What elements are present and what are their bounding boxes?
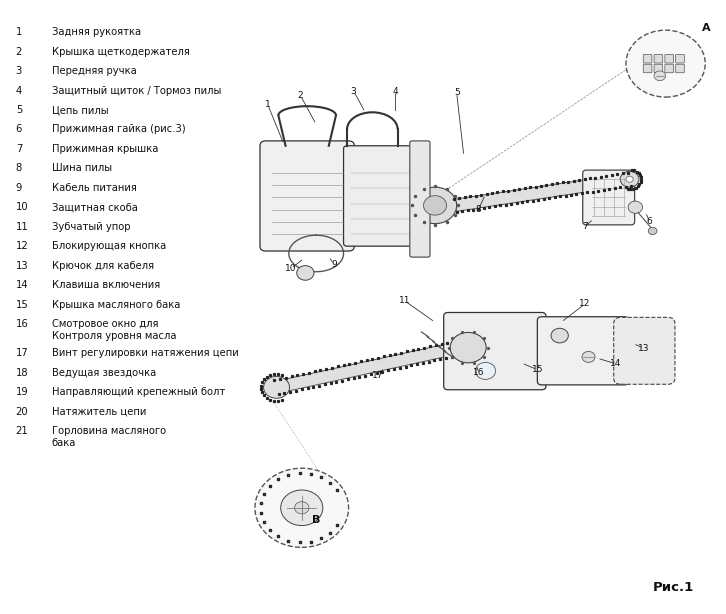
FancyBboxPatch shape <box>665 55 674 63</box>
Text: Передняя ручка: Передняя ручка <box>52 66 136 76</box>
Circle shape <box>620 171 639 187</box>
Text: Крышка щеткодержателя: Крышка щеткодержателя <box>52 47 189 56</box>
Text: 13: 13 <box>16 261 28 271</box>
Circle shape <box>423 196 446 215</box>
Text: 12: 12 <box>579 300 590 308</box>
Text: 3: 3 <box>351 87 356 96</box>
FancyBboxPatch shape <box>410 141 430 257</box>
Text: 2: 2 <box>298 91 303 99</box>
Text: Рис.1: Рис.1 <box>653 581 694 594</box>
Text: Клавиша включения: Клавиша включения <box>52 280 160 290</box>
Text: 8: 8 <box>476 205 481 214</box>
Text: 6: 6 <box>647 217 653 227</box>
Circle shape <box>551 328 568 343</box>
Circle shape <box>626 30 705 97</box>
Text: 2: 2 <box>16 47 22 56</box>
Circle shape <box>648 227 657 235</box>
Text: Натяжитель цепи: Натяжитель цепи <box>52 407 146 417</box>
Text: 14: 14 <box>609 359 621 368</box>
Text: 19: 19 <box>16 387 28 397</box>
FancyBboxPatch shape <box>654 64 663 72</box>
Circle shape <box>264 376 290 398</box>
Text: 18: 18 <box>16 368 28 378</box>
Text: 9: 9 <box>331 260 337 269</box>
FancyBboxPatch shape <box>343 146 423 246</box>
Text: 8: 8 <box>16 163 22 173</box>
Text: 10: 10 <box>285 264 297 273</box>
Text: Крышка масляного бака: Крышка масляного бака <box>52 300 180 309</box>
Circle shape <box>628 201 643 213</box>
FancyBboxPatch shape <box>613 317 675 384</box>
Polygon shape <box>454 173 631 211</box>
Circle shape <box>476 362 496 379</box>
Circle shape <box>295 502 309 514</box>
Text: A: A <box>701 23 710 33</box>
Text: Блокирующая кнопка: Блокирующая кнопка <box>52 241 166 251</box>
Circle shape <box>281 490 323 526</box>
FancyBboxPatch shape <box>444 313 546 390</box>
Text: Защитная скоба: Защитная скоба <box>52 203 138 212</box>
Circle shape <box>413 187 457 223</box>
FancyBboxPatch shape <box>643 55 652 63</box>
Text: Прижимная крышка: Прижимная крышка <box>52 144 158 154</box>
Text: 3: 3 <box>16 66 22 76</box>
Circle shape <box>255 468 348 547</box>
Text: Горловина масляного
бака: Горловина масляного бака <box>52 426 166 448</box>
Text: 5: 5 <box>16 105 22 115</box>
FancyBboxPatch shape <box>537 317 629 385</box>
Circle shape <box>582 351 595 362</box>
Text: Кабель питания: Кабель питания <box>52 183 136 193</box>
Text: 6: 6 <box>16 125 22 134</box>
Text: 13: 13 <box>638 344 650 353</box>
Text: Крючок для кабеля: Крючок для кабеля <box>52 261 154 271</box>
Text: 16: 16 <box>473 368 484 377</box>
Text: 10: 10 <box>16 203 28 212</box>
FancyBboxPatch shape <box>643 64 652 72</box>
Text: Направляющий крепежный болт: Направляющий крепежный болт <box>52 387 225 397</box>
Text: Защитный щиток / Тормоз пилы: Защитный щиток / Тормоз пилы <box>52 85 221 96</box>
Text: Зубчатый упор: Зубчатый упор <box>52 222 130 232</box>
Text: 14: 14 <box>16 280 28 290</box>
Text: 4: 4 <box>393 87 399 96</box>
Text: 1: 1 <box>16 27 22 37</box>
Text: 20: 20 <box>16 407 28 417</box>
Text: 12: 12 <box>16 241 28 251</box>
Circle shape <box>654 71 666 80</box>
Text: 21: 21 <box>16 426 28 437</box>
Text: 5: 5 <box>454 88 460 98</box>
Text: Ведущая звездочка: Ведущая звездочка <box>52 368 156 378</box>
Text: Цепь пилы: Цепь пилы <box>52 105 108 115</box>
FancyBboxPatch shape <box>654 55 663 63</box>
Text: 7: 7 <box>582 222 588 231</box>
FancyBboxPatch shape <box>676 55 685 63</box>
Text: B: B <box>311 515 320 524</box>
Text: Шина пилы: Шина пилы <box>52 163 112 173</box>
FancyBboxPatch shape <box>583 170 635 225</box>
FancyBboxPatch shape <box>665 64 674 72</box>
Text: 11: 11 <box>16 222 28 232</box>
Text: 7: 7 <box>16 144 22 154</box>
Circle shape <box>626 176 633 182</box>
Text: 15: 15 <box>16 300 28 309</box>
Text: Смотровое окно для
Контроля уровня масла: Смотровое окно для Контроля уровня масла <box>52 319 176 341</box>
Text: 15: 15 <box>531 365 543 374</box>
Text: 9: 9 <box>16 183 22 193</box>
FancyBboxPatch shape <box>260 141 354 251</box>
Circle shape <box>450 332 486 363</box>
Text: Задняя рукоятка: Задняя рукоятка <box>52 27 141 37</box>
FancyBboxPatch shape <box>676 64 685 72</box>
Text: 17: 17 <box>372 371 383 379</box>
Polygon shape <box>274 344 452 393</box>
Text: 1: 1 <box>265 101 271 109</box>
Text: 4: 4 <box>16 85 22 96</box>
Text: Винт регулировки натяжения цепи: Винт регулировки натяжения цепи <box>52 348 239 359</box>
Text: 11: 11 <box>399 297 410 305</box>
Text: Прижимная гайка (рис.3): Прижимная гайка (рис.3) <box>52 125 185 134</box>
Text: 17: 17 <box>16 348 28 359</box>
Text: 16: 16 <box>16 319 28 329</box>
Circle shape <box>297 266 314 280</box>
